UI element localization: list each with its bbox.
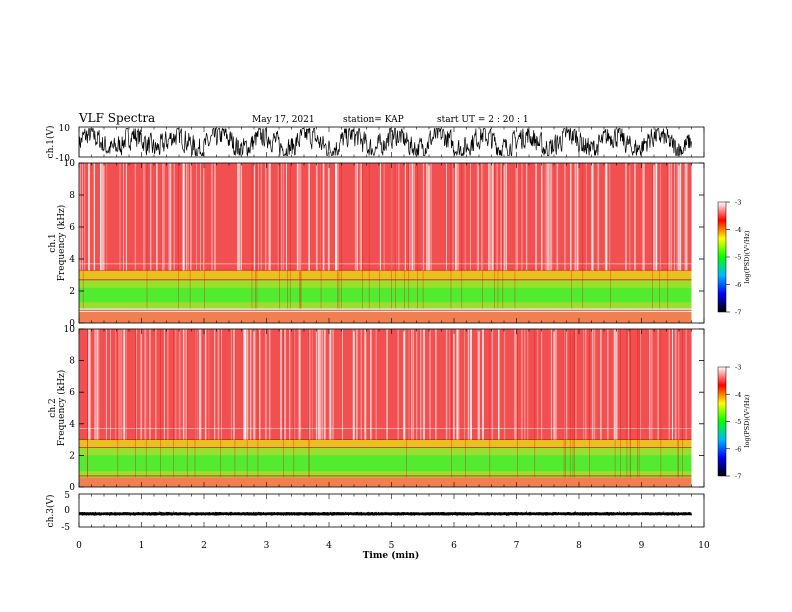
ch2-spectrogram-ytick-label: 10: [64, 325, 76, 335]
ch2-colorbar-tick-label: -6: [735, 445, 741, 453]
ch2-colorbar-tick-label: -7: [735, 473, 741, 481]
ch2-spectrogram-ytick-label: 0: [69, 483, 75, 493]
ch1-colorbar-tick-label: -3: [735, 199, 741, 207]
ch3-waveform-trace: [78, 510, 692, 518]
ch1-colorbar-tick-label: -5: [735, 254, 741, 262]
ch2-spectrogram-ytick-label: 2: [69, 451, 75, 461]
time-tick-label: 9: [639, 541, 645, 551]
time-axis: 0 1 2 3 4 5 6 7 8 9 10: [76, 127, 710, 551]
ch1-spectrogram-ytick-label: 2: [69, 287, 75, 297]
ch2-colorbar: -3 -4 -5 -6 -7 log(PSD)(V²/Hz): [717, 364, 751, 481]
spectrogram-band-bottom: [79, 311, 692, 323]
ch1-waveform-trace: [78, 127, 692, 157]
ch2-spectrogram-ytick-label: 6: [69, 388, 75, 398]
ch1-ytick-bottom: -10: [56, 154, 71, 164]
ch1-colorbar-label: log(PSD)(V²/Hz): [743, 230, 751, 283]
ch1-colorbar-tick-label: -7: [735, 309, 741, 317]
time-tick-label: 10: [698, 541, 710, 551]
ch1-spectrogram-ytick-label: 0: [69, 319, 75, 329]
ch2-colorbar-tick-label: -4: [735, 391, 741, 399]
ch2-colorbar-tick-label: -5: [735, 418, 741, 426]
spectrogram-band-bottom: [79, 477, 692, 487]
ch2-colorbar-tick-label: -3: [735, 364, 741, 372]
date-label: May 17, 2021: [252, 115, 315, 125]
ch2-spectrogram-panel: 0 2 4 6 8 10 ch.2 Frequency (kHz): [48, 325, 705, 493]
spectrogram-band-transition: [79, 439, 692, 448]
ch1-waveform-ylabel: ch.1(V): [45, 126, 56, 159]
ch3-ytick-mid: 0: [64, 506, 70, 516]
spectrogram-empty-strip: [691, 329, 704, 487]
ch1-spectrogram-ytick-label: 6: [69, 223, 75, 233]
ch3-ytick-top: 5: [64, 491, 70, 501]
time-tick-label: 8: [576, 541, 582, 551]
ch2-spectrogram-ytick-label: 4: [69, 420, 75, 430]
ch1-spectrogram-panel: 0 2 4 6 8 10 ch.1 Frequency (kHz): [48, 159, 705, 329]
start-time-label: start UT = 2 : 20 : 1: [437, 115, 529, 125]
spectrogram-empty-strip: [691, 163, 704, 323]
station-label: station= KAP: [343, 115, 404, 125]
ch1-colorbar-tick-label: -4: [735, 226, 741, 234]
ch1-spectrogram-ylabel: ch.1: [48, 233, 58, 252]
ch2-frequency-ylabel: Frequency (kHz): [56, 370, 67, 447]
time-tick-label: 0: [76, 541, 82, 551]
ch1-spectrogram-ytick-label: 10: [64, 159, 76, 169]
ch3-waveform-ylabel: ch.3(V): [45, 495, 56, 528]
ch1-spectrogram-ytick-label: 4: [69, 255, 75, 265]
figure-title: VLF Spectra: [78, 111, 155, 125]
time-tick-label: 5: [389, 541, 395, 551]
ch2-colorbar-scale: [717, 366, 727, 477]
time-tick-label: 6: [451, 541, 457, 551]
ch1-spectrogram-image: [78, 163, 704, 323]
ch3-waveform-panel: 5 0 -5 ch.3(V): [45, 491, 705, 533]
time-tick-label: 4: [326, 541, 332, 551]
ch1-ytick-top: 10: [59, 124, 71, 134]
ch1-frequency-ylabel: Frequency (kHz): [56, 205, 67, 282]
ch1-waveform-panel: 10 -10 ch.1(V): [45, 124, 705, 164]
ch3-ytick-bottom: -5: [61, 523, 70, 533]
spectrogram-band-transition: [79, 270, 692, 280]
time-tick-label: 2: [201, 541, 207, 551]
ch2-spectrogram-ytick-label: 8: [69, 357, 75, 367]
ch1-spectrogram-ytick-label: 8: [69, 191, 75, 201]
time-tick-label: 1: [139, 541, 145, 551]
ch1-colorbar: -3 -4 -5 -6 -7 log(PSD)(V²/Hz): [717, 199, 751, 317]
spectrogram-band-core: [79, 455, 692, 472]
time-tick-label: 3: [264, 541, 270, 551]
spectrogram-band-high: [79, 329, 692, 440]
ch2-colorbar-label: log(PSD)(V²/Hz): [743, 394, 751, 447]
ch1-colorbar-tick-label: -6: [735, 281, 741, 289]
time-tick-label: 7: [514, 541, 520, 551]
spectrogram-band-core: [79, 287, 692, 303]
ch2-spectrogram-image: [78, 329, 704, 487]
ch2-spectrogram-ylabel: ch.2: [48, 398, 58, 417]
spectrogram-band-high: [79, 163, 692, 271]
ch1-colorbar-scale: [717, 201, 727, 313]
time-axis-label: Time (min): [363, 550, 420, 561]
